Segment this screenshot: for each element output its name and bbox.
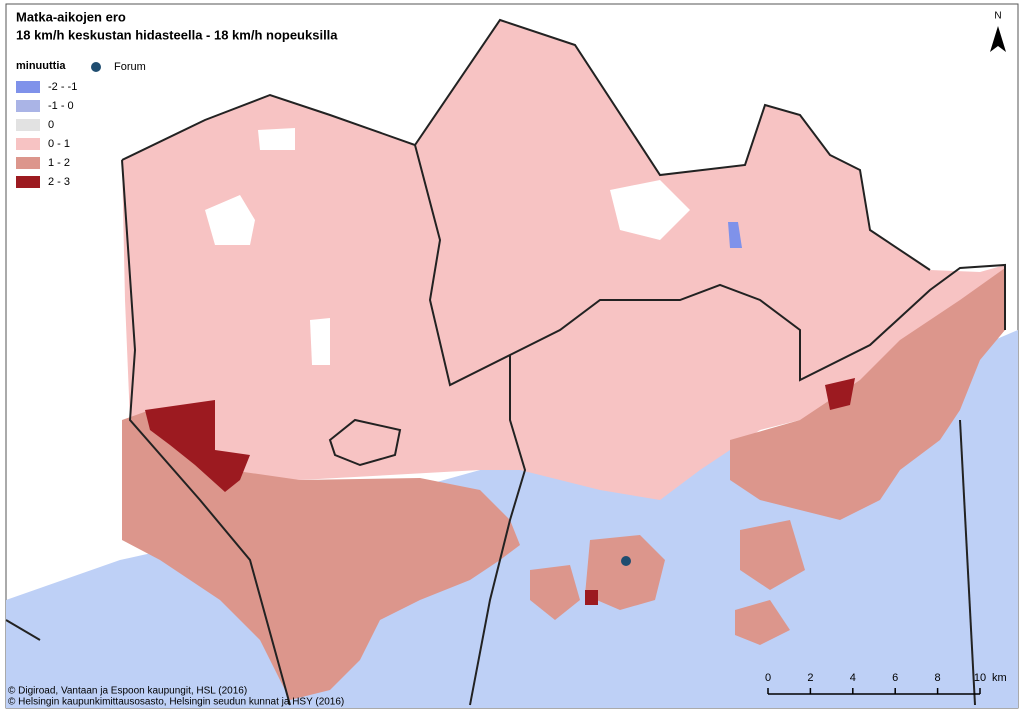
scale-label: 4 xyxy=(850,672,856,684)
legend-label: 0 xyxy=(48,119,54,131)
legend-swatch xyxy=(16,138,40,150)
no-data xyxy=(610,180,690,240)
legend: -2 - -1 -1 - 0 0 0 - 1 1 - 2 2 - 3 xyxy=(16,81,77,188)
legend-swatch xyxy=(16,119,40,131)
land-2-3 xyxy=(585,590,598,605)
scale-label: 10 xyxy=(974,672,986,684)
land-1-2 xyxy=(735,600,790,645)
legend-swatch xyxy=(16,100,40,112)
legend-point-label: Forum xyxy=(114,61,146,73)
land-1-2 xyxy=(530,565,580,620)
credit: © Helsingin kaupunkimittausosasto, Helsi… xyxy=(8,697,344,708)
area-neg xyxy=(728,222,742,248)
scale-label: 2 xyxy=(807,672,813,684)
north-arrow xyxy=(990,26,1006,52)
legend-label: 1 - 2 xyxy=(48,157,70,169)
credit: © Digiroad, Vantaan ja Espoon kaupungit,… xyxy=(8,686,247,697)
forum-marker xyxy=(621,556,631,566)
legend-point xyxy=(91,62,101,72)
title: Matka-aikojen ero xyxy=(16,9,126,24)
legend-label: -1 - 0 xyxy=(48,100,74,112)
legend-swatch xyxy=(16,176,40,188)
legend-swatch xyxy=(16,157,40,169)
legend-label: 0 - 1 xyxy=(48,138,70,150)
land-2-3 xyxy=(145,400,250,492)
scale-label: 6 xyxy=(892,672,898,684)
land-2-3 xyxy=(825,378,855,410)
no-data xyxy=(258,128,295,150)
legend-label: 2 - 3 xyxy=(48,176,70,188)
land-1-2 xyxy=(740,520,805,590)
no-data xyxy=(310,318,330,365)
legend-title: minuuttia xyxy=(16,60,66,72)
land-1-2 xyxy=(730,268,1005,520)
scale-bar: 0 2 4 6 8 10 km xyxy=(765,672,1007,695)
land-0-1 xyxy=(122,20,1005,500)
subtitle: 18 km/h keskustan hidasteella - 18 km/h … xyxy=(16,27,338,42)
land-1-2 xyxy=(585,535,665,610)
scale-unit: km xyxy=(992,672,1007,684)
no-data xyxy=(205,195,255,245)
legend-label: -2 - -1 xyxy=(48,81,77,93)
scale-label: 0 xyxy=(765,672,771,684)
boundaries xyxy=(5,18,1006,706)
legend-swatch xyxy=(16,81,40,93)
north-label: N xyxy=(994,11,1001,22)
scale-label: 8 xyxy=(935,672,941,684)
